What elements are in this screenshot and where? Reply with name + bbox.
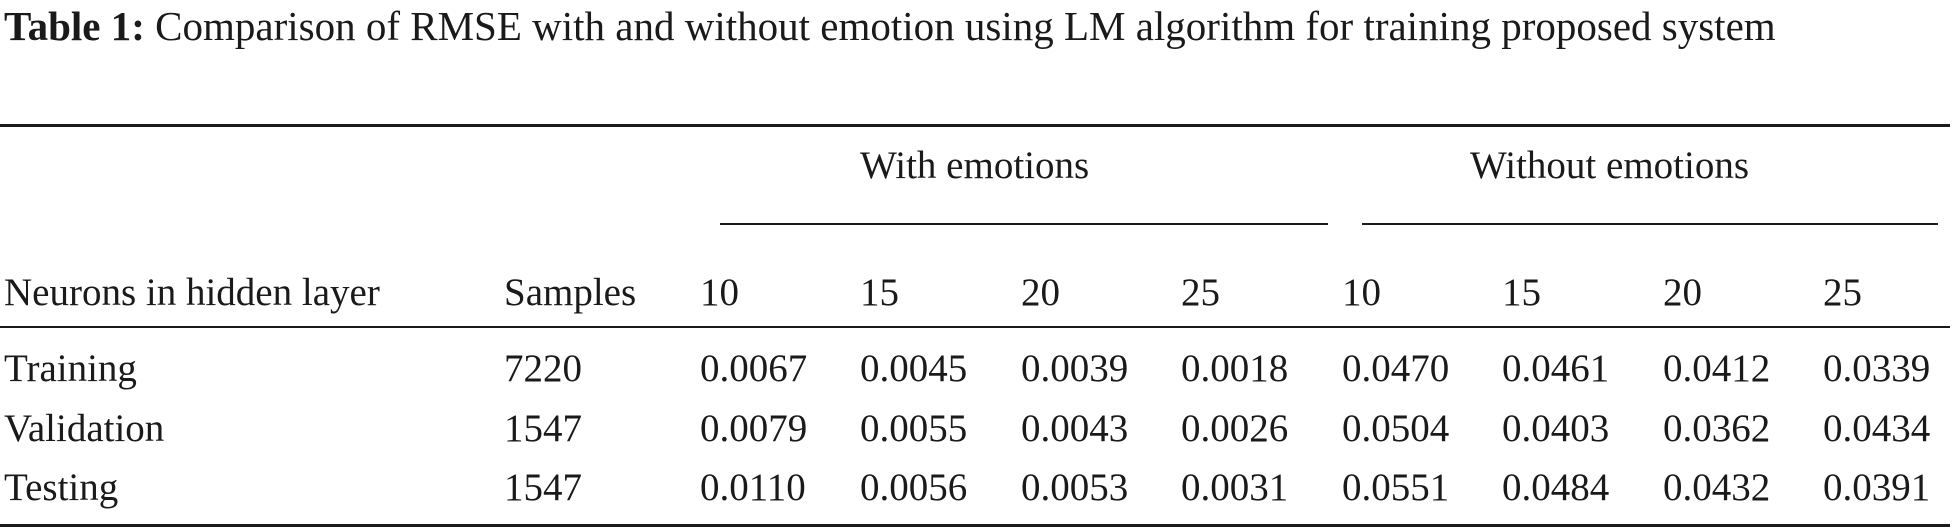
row-validation-label: Validation bbox=[4, 407, 165, 450]
header-without-10: 10 bbox=[1342, 271, 1381, 314]
table-caption-label: Table 1: bbox=[4, 3, 145, 49]
header-without-15: 15 bbox=[1502, 271, 1541, 314]
header-samples: Samples bbox=[504, 271, 637, 314]
row-training-label: Training bbox=[4, 347, 137, 390]
row-training-without-10: 0.0470 bbox=[1342, 347, 1450, 390]
header-with-15: 15 bbox=[860, 271, 899, 314]
group-rule-without-emotions bbox=[1362, 223, 1938, 225]
row-testing-with-15: 0.0056 bbox=[860, 466, 968, 509]
row-validation-with-10: 0.0079 bbox=[700, 407, 808, 450]
row-validation-without-20: 0.0362 bbox=[1663, 407, 1771, 450]
header-without-25: 25 bbox=[1823, 271, 1862, 314]
row-training-samples: 7220 bbox=[504, 347, 582, 390]
header-with-20: 20 bbox=[1021, 271, 1060, 314]
row-testing-without-20: 0.0432 bbox=[1663, 466, 1771, 509]
row-testing-without-10: 0.0551 bbox=[1342, 466, 1450, 509]
row-testing-without-15: 0.0484 bbox=[1502, 466, 1610, 509]
row-validation-samples: 1547 bbox=[504, 407, 582, 450]
header-without-20: 20 bbox=[1663, 271, 1702, 314]
row-testing-label: Testing bbox=[4, 466, 119, 509]
row-training-without-25: 0.0339 bbox=[1823, 347, 1931, 390]
group-rule-with-emotions bbox=[720, 223, 1328, 225]
row-training-with-15: 0.0045 bbox=[860, 347, 968, 390]
header-neurons-in-hidden-layer: Neurons in hidden layer bbox=[4, 271, 380, 314]
group-header-without-emotions: Without emotions bbox=[1470, 144, 1749, 187]
row-training-without-15: 0.0461 bbox=[1502, 347, 1610, 390]
header-with-10: 10 bbox=[700, 271, 739, 314]
row-training-with-10: 0.0067 bbox=[700, 347, 808, 390]
group-header-with-emotions: With emotions bbox=[860, 144, 1090, 187]
row-validation-with-15: 0.0055 bbox=[860, 407, 968, 450]
table-bottom-rule bbox=[0, 524, 1950, 527]
row-training-with-25: 0.0018 bbox=[1181, 347, 1289, 390]
row-training-without-20: 0.0412 bbox=[1663, 347, 1771, 390]
table-caption: Table 1: Comparison of RMSE with and wit… bbox=[4, 2, 1944, 50]
header-with-25: 25 bbox=[1181, 271, 1220, 314]
row-testing-samples: 1547 bbox=[504, 466, 582, 509]
row-testing-with-25: 0.0031 bbox=[1181, 466, 1289, 509]
table-header-rule bbox=[0, 326, 1950, 328]
table-top-rule bbox=[0, 124, 1950, 127]
row-validation-without-25: 0.0434 bbox=[1823, 407, 1931, 450]
row-validation-with-25: 0.0026 bbox=[1181, 407, 1289, 450]
row-validation-without-15: 0.0403 bbox=[1502, 407, 1610, 450]
row-testing-with-20: 0.0053 bbox=[1021, 466, 1129, 509]
row-training-with-20: 0.0039 bbox=[1021, 347, 1129, 390]
row-validation-without-10: 0.0504 bbox=[1342, 407, 1450, 450]
row-testing-with-10: 0.0110 bbox=[700, 466, 806, 509]
row-testing-without-25: 0.0391 bbox=[1823, 466, 1931, 509]
row-validation-with-20: 0.0043 bbox=[1021, 407, 1129, 450]
table-caption-text: Comparison of RMSE with and without emot… bbox=[155, 3, 1776, 49]
